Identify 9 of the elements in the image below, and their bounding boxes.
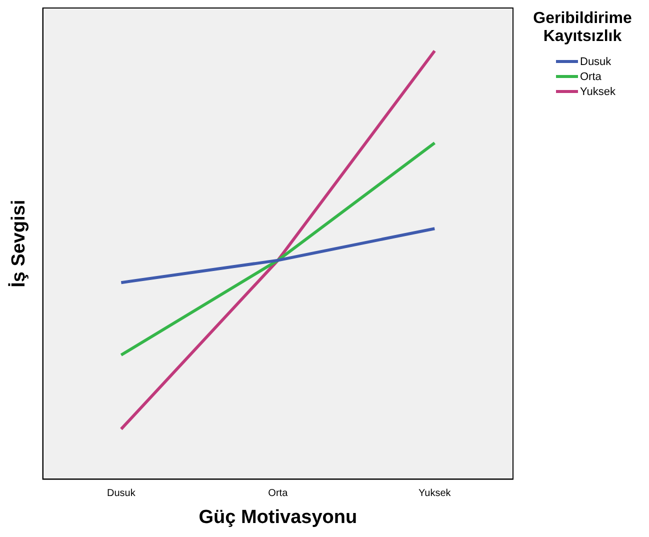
legend-title: Geribildirime Kayıtsızlık (532, 10, 633, 46)
x-axis-title: Güç Motivasyonu (198, 506, 358, 528)
x-tick-label: Yuksek (418, 488, 452, 499)
legend-label: Yuksek (580, 86, 616, 98)
legend-label: Dusuk (580, 56, 612, 68)
x-tick-label: Dusuk (106, 488, 136, 499)
y-axis-title: İş Sevgisi (8, 200, 30, 288)
x-tick-label: Orta (268, 488, 288, 499)
legend-label: Orta (580, 70, 602, 82)
